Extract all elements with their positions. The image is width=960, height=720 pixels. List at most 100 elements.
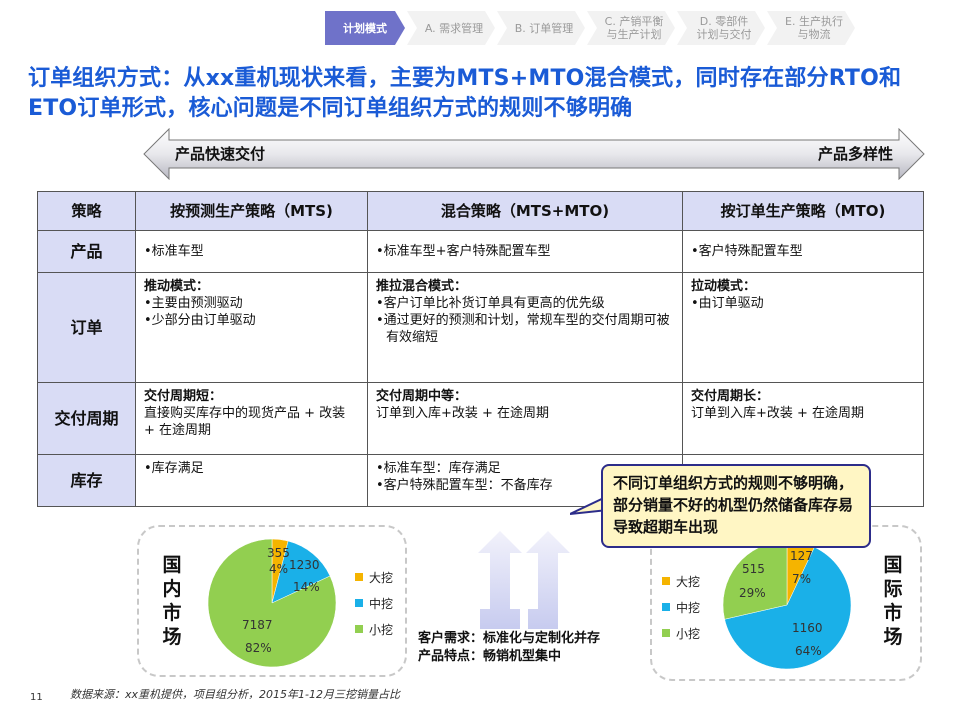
- legend-label: 小挖: [369, 622, 394, 637]
- cell-title: 交付周期中等：: [376, 389, 468, 404]
- table-row-order: 订单 推动模式： •主要由预测驱动 •少部分由订单驱动 推拉混合模式： •客户订…: [37, 272, 924, 383]
- strategy-table: 策略 按预测生产策略（MTS) 混合策略（MTS+MTO) 按订单生产策略（MT…: [37, 191, 924, 507]
- crumb-order-mgmt[interactable]: B. 订单管理: [497, 11, 585, 45]
- cell-title: 交付周期短：: [144, 389, 223, 404]
- table-header: 混合策略（MTS+MTO): [367, 191, 683, 231]
- cell-line: •标准车型: [144, 244, 204, 259]
- row-label: 订单: [37, 272, 136, 383]
- legend-label: 中挖: [676, 600, 701, 615]
- pie-percent-label: 29%: [739, 586, 766, 600]
- cell-line: •标准车型+客户特殊配置车型: [376, 244, 551, 259]
- product-feature-text: 产品特点：畅销机型集中: [418, 649, 562, 664]
- crumb-label: B. 订单管理: [514, 21, 574, 35]
- legend-item: 小挖: [355, 616, 393, 642]
- cell-line: •客户特殊配置车型: [691, 244, 803, 259]
- legend-label: 大挖: [369, 570, 394, 585]
- table-header-row: 策略 按预测生产策略（MTS) 混合策略（MTS+MTO) 按订单生产策略（MT…: [37, 191, 924, 231]
- pie-value-label: 1230: [289, 558, 320, 572]
- legend-label: 小挖: [676, 626, 701, 641]
- cell-line: •少部分由订单驱动: [144, 313, 256, 328]
- cell-title: 推动模式：: [144, 279, 210, 294]
- page-title: 订单组织方式：从xx重机现状来看，主要为MTS+MTO混合模式，同时存在部分RT…: [28, 66, 902, 121]
- legend-label: 中挖: [369, 596, 394, 611]
- crumb-parts-planning[interactable]: D. 零部件 计划与交付: [677, 11, 765, 45]
- cell-line: 订单到入库+改装 + 在途周期: [376, 406, 550, 421]
- cell-title: 推拉混合模式：: [376, 279, 468, 294]
- domestic-market-panel: 国内市场 355 4% 1230 14% 7187 82% 大挖 中挖 小挖: [137, 525, 407, 677]
- table-cell: •标准车型+客户特殊配置车型: [367, 230, 683, 273]
- legend-swatch: [662, 603, 670, 611]
- table-cell: 交付周期短： 直接购买库存中的现货产品 + 改装 + 在途周期: [135, 382, 368, 455]
- table-header: 按预测生产策略（MTS): [135, 191, 368, 231]
- panel-title-text: 国内市场: [162, 554, 182, 648]
- cell-line: 订单到入库+改装 + 在途周期: [691, 406, 865, 421]
- pie-slice-小挖: [207, 538, 337, 668]
- domestic-legend: 大挖 中挖 小挖: [355, 564, 393, 642]
- table-cell: 交付周期中等： 订单到入库+改装 + 在途周期: [367, 382, 683, 455]
- cell-line: •客户订单比补货订单具有更高的优先级: [376, 296, 605, 311]
- panel-title-text: 国际市场: [883, 554, 903, 648]
- crumb-label: 计划模式: [343, 21, 387, 35]
- international-legend: 大挖 中挖 小挖: [662, 568, 700, 646]
- legend-swatch: [355, 599, 363, 607]
- cell-line: •库存满足: [144, 461, 204, 476]
- pie-value-label: 1160: [792, 621, 823, 635]
- pie-percent-label: 14%: [293, 580, 320, 594]
- domestic-market-title: 国内市场: [161, 553, 183, 649]
- double-arrow-icon: [143, 127, 925, 181]
- legend-item: 中挖: [355, 590, 393, 616]
- cell-line: 直接购买库存中的现货产品 + 改装 + 在途周期: [144, 406, 346, 438]
- cell-line: •通过更好的预测和计划，常规车型的交付周期可被有效缩短: [376, 313, 670, 345]
- legend-item: 中挖: [662, 594, 700, 620]
- pie-percent-label: 82%: [245, 641, 272, 655]
- domestic-pie-chart: [207, 538, 337, 668]
- table-row-lead-time: 交付周期 交付周期短： 直接购买库存中的现货产品 + 改装 + 在途周期 交付周…: [37, 382, 924, 455]
- international-pie-chart: [722, 540, 852, 670]
- table-cell: 推动模式： •主要由预测驱动 •少部分由订单驱动: [135, 272, 368, 383]
- pie-percent-label: 7%: [792, 572, 812, 586]
- table-header: 策略: [37, 191, 136, 231]
- crumb-production-planning[interactable]: C. 产销平衡 与生产计划: [587, 11, 675, 45]
- row-label: 交付周期: [37, 382, 136, 455]
- pie-slice-中挖: [724, 546, 852, 670]
- data-source-note: 数据来源：xx重机提供，项目组分析，2015年1-12月三挖销量占比: [70, 688, 400, 701]
- cell-line: •由订单驱动: [691, 296, 764, 311]
- legend-label: 大挖: [676, 574, 701, 589]
- delivery-diversity-arrow: 产品快速交付 产品多样性: [143, 127, 925, 181]
- legend-swatch: [662, 577, 670, 585]
- table-cell: •库存满足: [135, 454, 368, 507]
- pie-value-label: 355: [267, 546, 290, 560]
- table-cell: 推拉混合模式： •客户订单比补货订单具有更高的优先级 •通过更好的预测和计划，常…: [367, 272, 683, 383]
- table-cell: •标准车型: [135, 230, 368, 273]
- cell-line: •主要由预测驱动: [144, 296, 243, 311]
- table-header: 按订单生产策略（MTO): [682, 191, 924, 231]
- row-label: 产品: [37, 230, 136, 273]
- pie-value-label: 7187: [242, 618, 273, 632]
- page-number: 11: [30, 692, 43, 703]
- pie-value-label: 515: [742, 562, 765, 576]
- pie-percent-label: 4%: [269, 562, 289, 576]
- legend-swatch: [355, 625, 363, 633]
- table-cell: •客户特殊配置车型: [682, 230, 924, 273]
- key-issue-callout: 不同订单组织方式的规则不够明确，部分销量不好的机型仍然储备库存易导致超期车出现: [601, 464, 871, 548]
- arrow-right-label: 产品多样性: [817, 145, 893, 163]
- crumb-label: E. 生产执行 与物流: [785, 15, 843, 41]
- cell-title: 交付周期长：: [691, 389, 770, 404]
- pie-slice-中挖: [271, 540, 331, 604]
- row-label: 库存: [37, 454, 136, 507]
- table-cell: 交付周期长： 订单到入库+改装 + 在途周期: [682, 382, 924, 455]
- legend-swatch: [662, 629, 670, 637]
- crumb-label: A. 需求管理: [424, 21, 484, 35]
- international-market-title: 国际市场: [882, 553, 904, 649]
- cell-title: 拉动模式：: [691, 279, 757, 294]
- legend-item: 大挖: [355, 564, 393, 590]
- crumb-production-execution[interactable]: E. 生产执行 与物流: [767, 11, 855, 45]
- table-row-product: 产品 •标准车型 •标准车型+客户特殊配置车型 •客户特殊配置车型: [37, 230, 924, 273]
- demand-summary: 客户需求：标准化与定制化并存 产品特点：畅销机型集中: [418, 630, 600, 666]
- crumb-label: C. 产销平衡 与生产计划: [604, 15, 664, 41]
- crumb-plan-mode[interactable]: 计划模式: [325, 11, 405, 45]
- crumb-demand-mgmt[interactable]: A. 需求管理: [407, 11, 495, 45]
- legend-item: 大挖: [662, 568, 700, 594]
- crumb-label: D. 零部件 计划与交付: [696, 15, 752, 41]
- customer-demand-text: 客户需求：标准化与定制化并存: [418, 631, 601, 646]
